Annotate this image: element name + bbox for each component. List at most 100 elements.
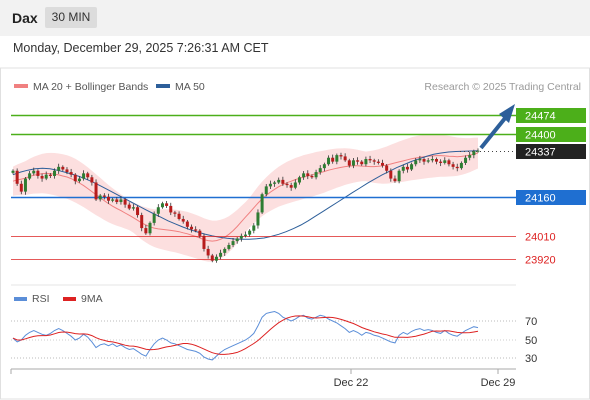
candle-body bbox=[314, 172, 318, 178]
candle-body bbox=[252, 225, 256, 231]
datetime-label: Monday, December 29, 2025 7:26:31 AM CET bbox=[13, 41, 269, 55]
candle-body bbox=[268, 183, 272, 187]
candle-body bbox=[347, 160, 351, 166]
candle-body bbox=[277, 179, 281, 183]
candle-body bbox=[376, 161, 380, 163]
rsi-tick-70: 70 bbox=[525, 316, 537, 328]
candle-body bbox=[106, 196, 110, 201]
candle-body bbox=[372, 160, 376, 162]
projection-arrow bbox=[479, 104, 515, 150]
level-label-24400: 24400 bbox=[525, 130, 556, 142]
candle-body bbox=[119, 199, 123, 203]
candle-body bbox=[439, 161, 443, 163]
candle-body bbox=[281, 179, 285, 184]
candle-body bbox=[156, 207, 160, 214]
candle-body bbox=[351, 160, 355, 166]
level-box-24337 bbox=[516, 144, 586, 159]
candle-body bbox=[44, 174, 48, 179]
candle-body bbox=[115, 199, 119, 203]
candle-body bbox=[227, 245, 231, 249]
ma50-legend-swatch bbox=[156, 84, 170, 88]
candle-body bbox=[90, 177, 94, 183]
chart-frame bbox=[0, 67, 590, 400]
top-bar: Dax 30 MIN bbox=[0, 0, 590, 36]
rsi-ma-legend-label: 9MA bbox=[81, 293, 103, 305]
credit-label: Research © 2025 Trading Central bbox=[424, 81, 581, 93]
candle-body bbox=[322, 164, 326, 169]
candle-body bbox=[69, 172, 73, 175]
legend: MA 20 + Bollinger Bands MA 50 Research ©… bbox=[14, 81, 581, 93]
candle-body bbox=[210, 255, 214, 261]
candle-body bbox=[343, 156, 347, 161]
rsi-ma-line bbox=[12, 315, 479, 355]
candle-body bbox=[98, 195, 102, 200]
candle-body bbox=[410, 164, 414, 170]
ma20-legend-swatch bbox=[14, 84, 28, 88]
candle-body bbox=[451, 164, 455, 167]
candle-body bbox=[393, 178, 397, 182]
candle-body bbox=[318, 168, 322, 173]
candle-body bbox=[148, 222, 152, 234]
candle-body bbox=[177, 213, 181, 219]
candle-body bbox=[19, 183, 23, 192]
x-label-dec29: Dec 29 bbox=[481, 377, 516, 389]
candle-body bbox=[289, 185, 293, 188]
candle-body bbox=[385, 165, 389, 171]
candle-body bbox=[136, 207, 140, 216]
rsi-tick-30: 30 bbox=[525, 353, 537, 365]
x-label-dec22: Dec 22 bbox=[334, 377, 369, 389]
level-box-24400 bbox=[516, 127, 586, 142]
candle-body bbox=[434, 159, 438, 162]
candle-body bbox=[401, 166, 405, 171]
arrow-head bbox=[499, 104, 515, 123]
candle-body bbox=[331, 157, 335, 162]
rsi-line bbox=[12, 310, 479, 361]
rsi-ma-legend-swatch bbox=[63, 297, 76, 301]
candle-body bbox=[464, 157, 468, 163]
timeframe-button[interactable]: 30 MIN bbox=[45, 7, 97, 28]
candle-body bbox=[459, 162, 463, 169]
candle-body bbox=[111, 199, 115, 201]
rsi-tick-50: 50 bbox=[525, 335, 537, 347]
candle-body bbox=[127, 204, 131, 209]
candle-body bbox=[231, 241, 235, 246]
candle-body bbox=[185, 221, 189, 227]
candle-body bbox=[165, 203, 169, 206]
candle-body bbox=[360, 161, 364, 165]
candle-body bbox=[248, 230, 252, 235]
candle-body bbox=[476, 150, 480, 152]
candle-body bbox=[173, 212, 177, 214]
candle-body bbox=[356, 160, 360, 162]
candle-body bbox=[23, 178, 27, 192]
candle-body bbox=[94, 182, 98, 200]
candles bbox=[11, 148, 480, 263]
candle-body bbox=[368, 159, 372, 161]
candle-body bbox=[131, 207, 135, 209]
candle-body bbox=[123, 199, 127, 205]
candle-body bbox=[302, 173, 306, 178]
candle-body bbox=[310, 175, 314, 178]
level-label-24010: 24010 bbox=[525, 232, 556, 244]
candle-body bbox=[223, 248, 227, 253]
candle-body bbox=[190, 226, 194, 230]
candle-body bbox=[152, 213, 156, 223]
candle-body bbox=[48, 174, 52, 176]
candle-body bbox=[297, 177, 301, 183]
candle-body bbox=[11, 170, 15, 173]
rsi-legend: RSI 9MA bbox=[14, 293, 103, 305]
price-levels: 24474 24400 24337 24160 24010 23920 bbox=[11, 108, 586, 267]
candle-body bbox=[418, 159, 422, 161]
arrow-shaft bbox=[479, 115, 508, 150]
candle-body bbox=[15, 170, 19, 184]
candle-body bbox=[364, 159, 368, 165]
candle-body bbox=[422, 159, 426, 162]
candle-body bbox=[430, 159, 434, 161]
candle-body bbox=[239, 235, 243, 239]
candle-body bbox=[414, 160, 418, 165]
candle-body bbox=[405, 166, 409, 170]
candle-body bbox=[73, 174, 77, 182]
candle-body bbox=[181, 218, 185, 222]
candle-body bbox=[53, 170, 57, 176]
rsi-lines bbox=[12, 310, 479, 361]
